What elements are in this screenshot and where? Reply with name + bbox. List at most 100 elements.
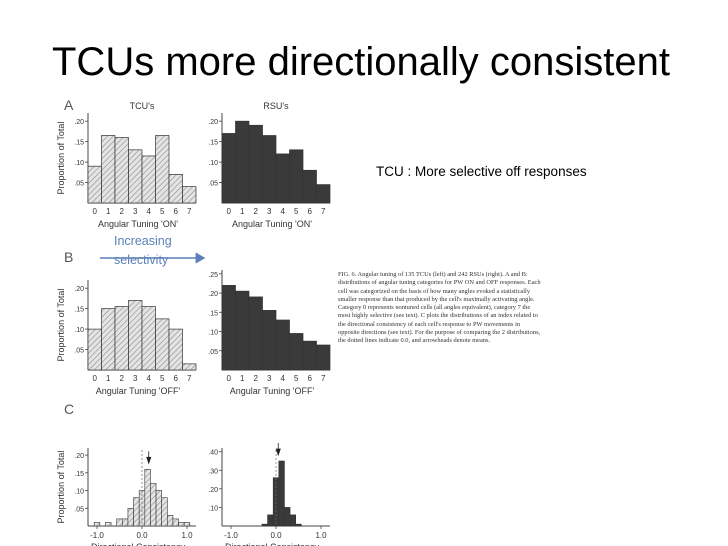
- x-tick-label: 4: [281, 374, 286, 383]
- x-tick-label: 4: [281, 207, 286, 216]
- y-axis-label: Proportion of Total: [56, 289, 66, 362]
- y-axis-label: Proportion of Total: [56, 451, 66, 524]
- y-tick-label: .10: [208, 330, 218, 337]
- y-axis-label: Proportion of Total: [56, 122, 66, 195]
- y-tick-label: .15: [208, 310, 218, 317]
- x-tick-label: 2: [120, 207, 125, 216]
- x-axis-label: Directional Consistency: [225, 542, 320, 546]
- bar: [114, 306, 129, 371]
- x-tick-label: 1.0: [181, 531, 193, 540]
- x-axis-label: Directional Consistency: [91, 542, 186, 546]
- x-tick-label: 3: [133, 374, 138, 383]
- x-tick-label: 1: [240, 207, 245, 216]
- mean-arrowhead: [146, 451, 152, 465]
- selectivity-label-line1: Increasing: [114, 234, 172, 248]
- y-tick-label: .25: [208, 272, 218, 279]
- bar: [289, 514, 296, 527]
- x-tick-label: 0.0: [136, 531, 148, 540]
- x-tick-label: 5: [294, 374, 299, 383]
- x-tick-label: 7: [321, 374, 326, 383]
- y-tick-label: .15: [74, 471, 84, 478]
- selectivity-label-line2: selectivity: [114, 253, 169, 267]
- x-tick-label: 6: [174, 207, 179, 216]
- x-tick-label: 6: [174, 374, 179, 383]
- bar: [221, 285, 236, 371]
- x-tick-label: 5: [160, 374, 165, 383]
- bar: [182, 363, 197, 371]
- bar: [248, 124, 263, 204]
- bar: [87, 165, 102, 204]
- x-tick-label: 4: [147, 207, 152, 216]
- panel-letter-a: A: [64, 97, 74, 113]
- y-tick-label: .05: [208, 349, 218, 356]
- bar: [261, 523, 268, 527]
- bar: [178, 522, 185, 527]
- x-tick-label: 6: [308, 207, 313, 216]
- bar: [155, 490, 162, 527]
- bar: [267, 514, 274, 527]
- x-tick-label: 3: [133, 207, 138, 216]
- bar: [302, 340, 317, 371]
- bar: [275, 153, 290, 204]
- x-axis-label: Angular Tuning 'OFF': [230, 386, 315, 396]
- y-tick-label: .20: [74, 119, 84, 126]
- bar: [289, 149, 304, 204]
- x-tick-label: 0: [227, 207, 232, 216]
- y-tick-label: .05: [74, 348, 84, 355]
- tcu-note: TCU : More selective off responses: [376, 164, 587, 179]
- chart-title: RSU's: [263, 101, 289, 111]
- y-tick-label: .20: [208, 487, 218, 494]
- x-tick-label: 7: [187, 207, 192, 216]
- x-tick-label: 6: [308, 374, 313, 383]
- x-tick-label: 5: [160, 207, 165, 216]
- bar: [235, 290, 250, 371]
- x-axis-label: Angular Tuning 'OFF': [96, 386, 181, 396]
- bar: [248, 296, 263, 371]
- bar: [302, 169, 317, 204]
- y-tick-label: .05: [74, 181, 84, 188]
- bar: [116, 518, 123, 527]
- bar: [262, 310, 277, 371]
- y-tick-label: .10: [208, 505, 218, 512]
- chart-5: .05 .10 .15 .20 -1.0 0.0 1.0 Directional Consis…: [56, 448, 196, 546]
- y-tick-label: .30: [208, 468, 218, 475]
- x-tick-label: 1: [106, 207, 111, 216]
- x-tick-label: 3: [267, 207, 272, 216]
- chart-1: .05 .10 .15 .20 0 1 2 3 4 5 6 7 TCU's Angular Tuning …: [56, 101, 197, 229]
- bar: [284, 507, 291, 527]
- slide-title: TCUs more directionally consistent: [52, 40, 670, 84]
- x-tick-label: 5: [294, 207, 299, 216]
- bar: [235, 120, 250, 204]
- y-tick-label: .15: [74, 140, 84, 147]
- bar: [161, 497, 168, 527]
- bar: [316, 184, 331, 204]
- x-tick-label: -1.0: [90, 531, 104, 540]
- bar: [316, 344, 331, 371]
- x-tick-label: 3: [267, 374, 272, 383]
- bar: [295, 523, 302, 527]
- panel-letter-b: B: [64, 249, 73, 265]
- x-tick-label: 2: [254, 374, 259, 383]
- panel-letter-c: C: [64, 401, 74, 417]
- x-tick-label: 0.0: [270, 531, 282, 540]
- y-tick-label: .20: [74, 453, 84, 460]
- bar: [275, 319, 290, 371]
- figure-caption: FIG. 6. Angular tuning of 135 TCUs (left…: [338, 271, 541, 345]
- bar: [278, 460, 285, 527]
- x-tick-label: 0: [93, 374, 98, 383]
- x-tick-label: 1: [240, 374, 245, 383]
- x-tick-label: 2: [120, 374, 125, 383]
- bar: [168, 174, 183, 204]
- x-tick-label: 2: [254, 207, 259, 216]
- y-tick-label: .15: [208, 140, 218, 147]
- bar: [172, 518, 179, 527]
- bar: [141, 155, 156, 204]
- bar: [262, 135, 277, 204]
- chart-2: .05 .10 .15 .20 0 1 2 3 4 5 6 7 RSU's Angular Tuning …: [208, 101, 331, 229]
- y-tick-label: .05: [74, 506, 84, 513]
- x-tick-label: 7: [321, 207, 326, 216]
- bar: [183, 522, 191, 527]
- bar: [128, 149, 143, 204]
- bar: [133, 497, 140, 527]
